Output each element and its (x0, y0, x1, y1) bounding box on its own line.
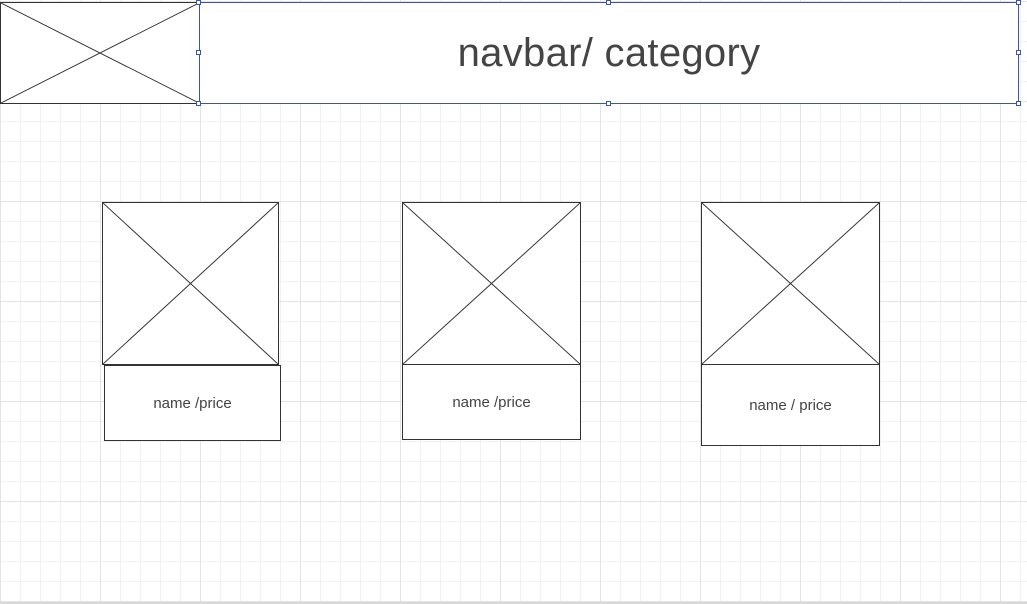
image-placeholder-icon (702, 203, 879, 364)
selection-handle-top-left[interactable] (196, 0, 201, 5)
image-placeholder-icon (403, 203, 580, 364)
product-image-placeholder[interactable] (701, 202, 880, 365)
product-name-price: name /price (452, 393, 531, 411)
product-caption[interactable]: name / price (701, 364, 880, 446)
product-name-price: name / price (749, 396, 832, 414)
selection-handle-top-right[interactable] (1016, 0, 1021, 5)
logo-image-placeholder[interactable] (0, 2, 200, 104)
selection-handle-bottom-right[interactable] (1016, 101, 1021, 106)
image-placeholder-icon (1, 3, 199, 103)
product-name-price: name /price (153, 394, 232, 412)
product-image-placeholder[interactable] (402, 202, 581, 365)
navbar-label: navbar/ category (457, 30, 761, 75)
selection-handle-bottom-left[interactable] (196, 101, 201, 106)
navbar-category-box[interactable]: navbar/ category (199, 2, 1019, 104)
selection-handle-top-center[interactable] (606, 0, 611, 5)
selection-handle-middle-left[interactable] (196, 50, 201, 55)
product-caption[interactable]: name /price (402, 364, 581, 440)
selection-handle-bottom-center[interactable] (606, 101, 611, 106)
product-caption[interactable]: name /price (104, 365, 281, 441)
product-image-placeholder[interactable] (102, 202, 279, 365)
image-placeholder-icon (103, 203, 278, 364)
canvas-bottom-edge (0, 602, 1027, 604)
selection-handle-middle-right[interactable] (1016, 50, 1021, 55)
